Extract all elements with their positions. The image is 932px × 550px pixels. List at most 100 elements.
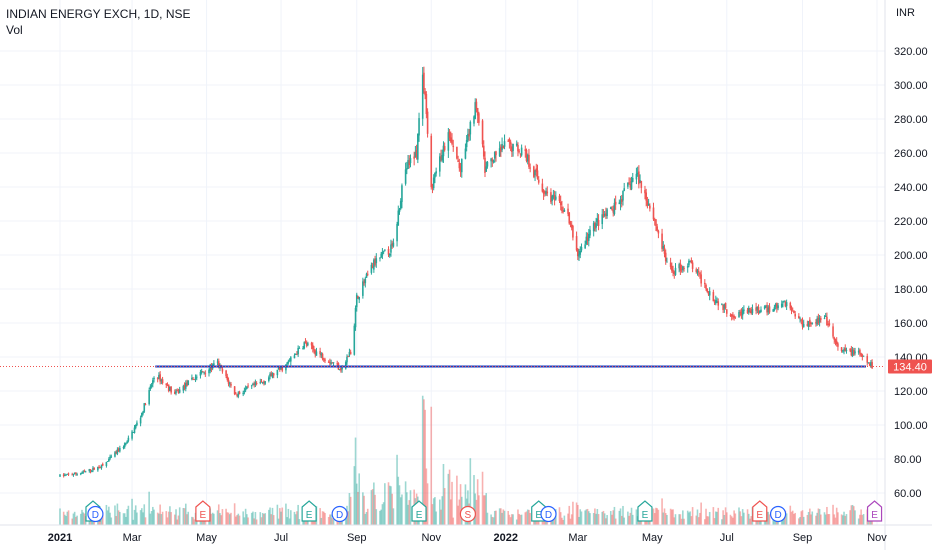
candle-body	[553, 195, 556, 201]
candle-body	[820, 318, 822, 320]
candle-body	[216, 361, 219, 363]
volume-bar	[559, 512, 562, 525]
candle-body	[519, 153, 522, 155]
candle-body	[713, 302, 716, 304]
candle-body	[765, 305, 767, 307]
candle-body	[725, 309, 728, 314]
volume-bar	[101, 515, 104, 525]
volume-bar	[76, 515, 78, 525]
candle-body	[662, 246, 665, 249]
volume-bar	[623, 517, 626, 525]
candle-body	[62, 474, 65, 477]
candle-body	[125, 443, 127, 444]
earnings-marker-icon[interactable]: E	[866, 500, 883, 522]
dividend-marker-icon[interactable]: D	[769, 505, 787, 523]
candle-body	[119, 447, 121, 452]
volume-bar	[518, 513, 520, 525]
split-marker-icon[interactable]: S	[459, 505, 476, 523]
candle-body	[264, 381, 266, 384]
candle-body	[398, 209, 401, 212]
candle-body	[601, 214, 604, 225]
volume-bar	[72, 513, 75, 525]
volume-bar	[216, 510, 219, 525]
volume-bar	[802, 516, 805, 525]
candle-body	[696, 270, 699, 273]
volume-bar	[152, 506, 154, 525]
candle-body	[176, 390, 179, 392]
volume-bar	[126, 509, 128, 525]
earnings-marker-icon[interactable]: E	[637, 500, 653, 522]
volume-bar	[203, 519, 205, 525]
volume-bar	[264, 513, 266, 525]
candle-body	[843, 349, 845, 351]
candle-body	[195, 376, 198, 378]
volume-bar	[161, 511, 164, 525]
candle-body	[143, 403, 146, 412]
volume-bar	[486, 512, 489, 525]
volume-bar	[503, 510, 506, 525]
volume-bar	[818, 509, 821, 525]
volume-bar	[379, 510, 381, 525]
volume-bar	[526, 509, 529, 525]
volume-bar	[294, 514, 297, 525]
candle-body	[362, 281, 364, 296]
volume-bar	[849, 510, 851, 525]
volume-bar	[390, 486, 392, 525]
candle-body	[870, 362, 872, 366]
candle-body	[457, 160, 459, 163]
candle-body	[434, 173, 436, 178]
candle-body	[840, 347, 843, 351]
volume-indicator-label[interactable]: Vol	[6, 23, 23, 37]
volume-bar	[105, 504, 108, 525]
dividend-marker-icon[interactable]: D	[540, 505, 557, 523]
earnings-marker-icon[interactable]: E	[411, 500, 427, 522]
candle-body	[357, 296, 359, 299]
price-axis[interactable]: 320.00 300.00 280.00 260.00 240.00 220.00 200.…	[894, 46, 928, 500]
candle-body	[826, 316, 828, 326]
volume-bar	[749, 518, 751, 525]
volume-bar	[789, 505, 792, 525]
volume-bar	[691, 507, 694, 525]
volume-bar	[589, 513, 591, 525]
earnings-marker-icon[interactable]: E	[195, 500, 211, 522]
candle-body	[501, 143, 503, 150]
candle-body	[655, 219, 657, 227]
candle-body	[242, 392, 244, 395]
candle-body	[784, 302, 787, 307]
candle-body	[177, 390, 180, 393]
earnings-marker-icon[interactable]: E	[301, 500, 317, 522]
candle-body	[459, 166, 462, 171]
candle-body	[132, 432, 135, 433]
candle-body	[476, 107, 479, 116]
volume-bar	[606, 515, 608, 525]
dividend-marker-icon[interactable]: D	[87, 505, 104, 523]
candle-body	[515, 143, 518, 146]
candle-body	[175, 390, 177, 394]
candle-body	[525, 150, 528, 162]
volume-bar	[714, 511, 717, 525]
volume-bar	[324, 512, 326, 525]
volume-bar	[697, 517, 700, 525]
volume-bar	[827, 514, 829, 525]
dividend-marker-icon[interactable]: D	[331, 505, 348, 523]
candle-body	[311, 344, 314, 349]
volume-bar	[184, 503, 187, 525]
candle-body	[122, 447, 125, 449]
volume-bar	[173, 514, 176, 525]
earnings-marker-icon[interactable]: E	[752, 500, 768, 522]
candle-body	[451, 139, 453, 144]
symbol-title[interactable]: INDIAN ENERGY EXCH, 1D, NSE	[6, 7, 191, 21]
candle-body	[408, 160, 411, 166]
volume-bar	[673, 517, 676, 525]
candle-body	[109, 456, 111, 459]
candle-body	[482, 145, 485, 157]
candle-body	[227, 379, 230, 384]
candle-body	[746, 309, 749, 314]
candle-body	[404, 169, 407, 184]
volume-bar	[183, 508, 186, 525]
volume-bar	[371, 489, 374, 525]
volume-bar	[661, 498, 663, 525]
volume-bar	[82, 512, 85, 525]
